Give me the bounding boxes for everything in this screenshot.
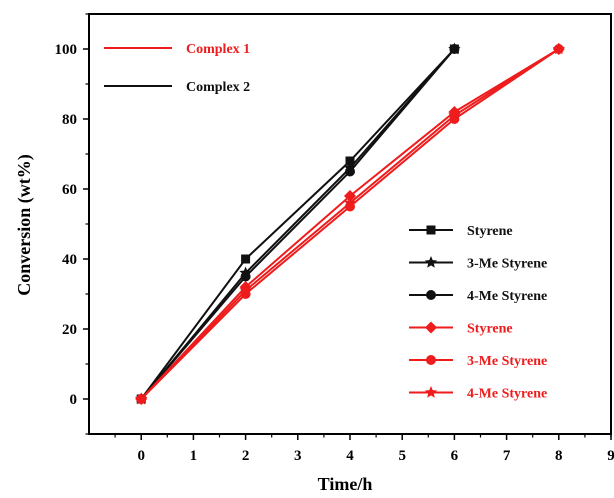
data-point-s5-2 [343, 196, 357, 209]
x-tick-label-9: 9 [607, 448, 614, 464]
x-tick-label-5: 5 [398, 448, 406, 464]
x-tick-label-1: 1 [190, 448, 198, 464]
plot-layer: 0 1 2 3 4 5 6 7 8 9 0 20 40 60 80 100 Complex 1 Complex 2… [55, 13, 614, 464]
x-tick-label-6: 6 [451, 448, 459, 464]
y-tick-label-1: 20 [62, 322, 77, 338]
legend-marker-2 [426, 290, 436, 300]
legend-marker-0 [426, 225, 436, 235]
legend-marker-3 [425, 321, 437, 334]
data-point-s2-2 [345, 166, 355, 177]
data-point-s2-3 [449, 44, 460, 54]
group-legend-label-0: Complex 1 [186, 42, 250, 57]
legend-label-1: 3-Me Styrene [467, 257, 547, 272]
data-point-s5-4 [552, 42, 565, 55]
data-point-s3-2 [344, 190, 356, 202]
y-axis-label: Conversion (wt%) [14, 154, 35, 296]
x-tick-label-2: 2 [242, 448, 250, 464]
data-point-s5-0 [135, 392, 148, 405]
x-tick-label-4: 4 [346, 448, 354, 464]
y-tick-label-4: 80 [62, 112, 77, 128]
series-line-1 [140, 48, 456, 400]
y-tick-label-5: 100 [55, 42, 78, 58]
legend-label-2: 4-Me Styrene [467, 289, 547, 304]
legend-marker-4 [426, 355, 436, 365]
legend-label-4: 3-Me Styrene [467, 354, 547, 369]
legend-label-5: 4-Me Styrene [467, 387, 547, 402]
group-legend-label-1: Complex 2 [186, 80, 250, 95]
y-tick-label-3: 60 [62, 182, 77, 198]
y-tick-label-0: 0 [70, 392, 78, 408]
x-tick-label-8: 8 [555, 448, 563, 464]
legend-label-0: Styrene [467, 224, 513, 239]
data-point-s0-2 [345, 156, 355, 166]
data-point-s5-1 [239, 284, 252, 296]
data-point-s0-1 [241, 254, 251, 264]
x-tick-label-7: 7 [503, 448, 511, 464]
y-tick-label-2: 40 [62, 252, 77, 268]
x-tick-label-0: 0 [137, 448, 145, 464]
legend-label-3: Styrene [467, 322, 513, 337]
data-point-s5-3 [448, 109, 461, 121]
x-axis-label: Time/h [318, 474, 373, 494]
legend-marker-1 [424, 256, 438, 268]
legend-marker-5 [424, 386, 438, 398]
x-tick-label-3: 3 [294, 448, 302, 464]
series-line-0 [140, 48, 456, 400]
series-line-2 [140, 48, 456, 400]
data-point-s2-1 [240, 271, 251, 282]
